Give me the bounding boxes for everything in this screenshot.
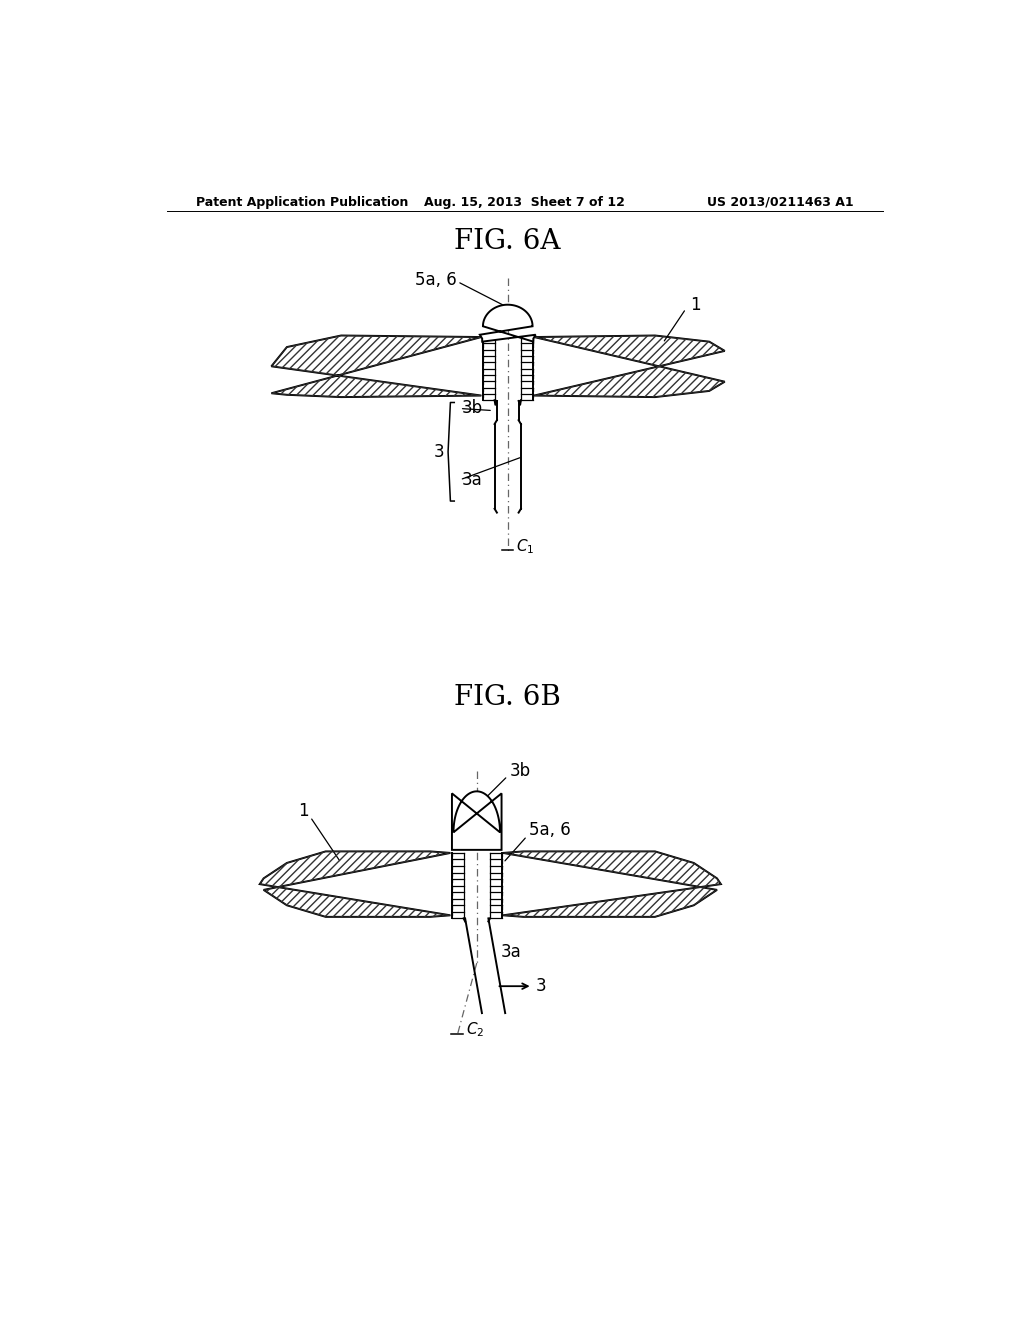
Text: 3a: 3a [501, 942, 521, 961]
Text: 3: 3 [500, 977, 546, 995]
Text: 5a, 6: 5a, 6 [529, 821, 571, 838]
Polygon shape [480, 305, 536, 342]
Text: 3a: 3a [462, 471, 482, 488]
Polygon shape [271, 335, 481, 397]
Text: $C_1$: $C_1$ [515, 537, 534, 556]
Text: US 2013/0211463 A1: US 2013/0211463 A1 [707, 195, 853, 209]
Polygon shape [260, 851, 451, 917]
Polygon shape [452, 792, 502, 850]
Text: 3: 3 [433, 442, 444, 461]
Text: 1: 1 [299, 803, 309, 820]
Text: 5a, 6: 5a, 6 [415, 271, 457, 289]
Text: 3b: 3b [462, 400, 483, 417]
Text: FIG. 6A: FIG. 6A [455, 228, 561, 255]
Polygon shape [503, 851, 721, 917]
Text: FIG. 6B: FIG. 6B [455, 684, 561, 711]
Text: $C_2$: $C_2$ [466, 1020, 484, 1039]
Text: Aug. 15, 2013  Sheet 7 of 12: Aug. 15, 2013 Sheet 7 of 12 [424, 195, 626, 209]
Text: Patent Application Publication: Patent Application Publication [197, 195, 409, 209]
Text: 1: 1 [690, 296, 700, 314]
Polygon shape [535, 335, 725, 397]
Text: 3b: 3b [510, 763, 531, 780]
